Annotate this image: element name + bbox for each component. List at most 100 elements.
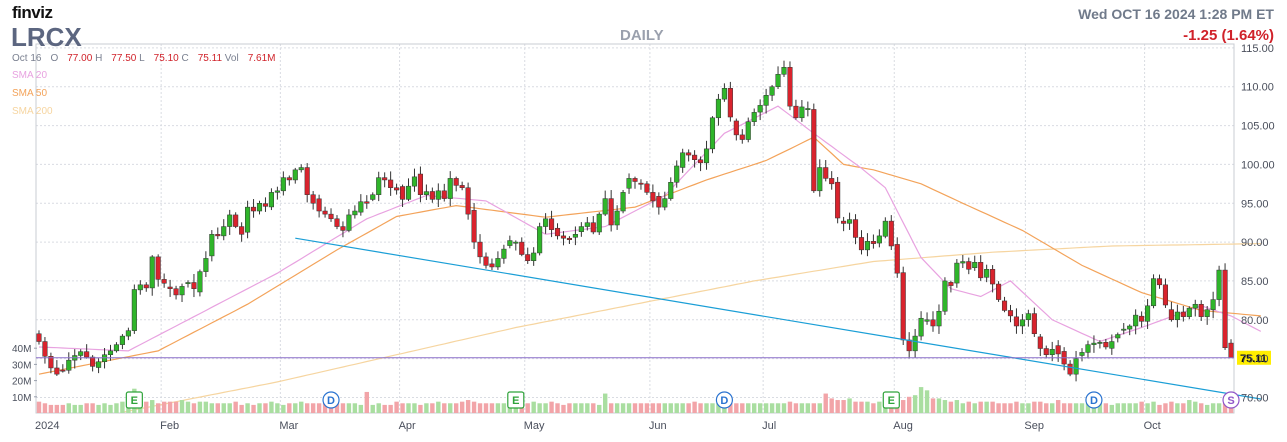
- volume-bar: [299, 401, 304, 413]
- candle-down: [84, 351, 90, 358]
- candle-up: [1079, 352, 1085, 356]
- candle-down: [1037, 336, 1043, 349]
- volume-bar: [501, 403, 507, 413]
- candle-down: [1180, 311, 1186, 317]
- volume-bar: [799, 403, 805, 413]
- volume-bar: [84, 403, 89, 413]
- volume-bar: [418, 404, 423, 413]
- candle-up: [131, 289, 137, 331]
- candle-up: [179, 286, 185, 296]
- volume-bar: [1115, 403, 1120, 413]
- candle-up: [1085, 344, 1091, 353]
- candle-down: [310, 194, 316, 204]
- candle-up: [918, 317, 924, 337]
- event-marker-label: E: [888, 395, 895, 407]
- volume-bar: [990, 401, 995, 413]
- volume-bar: [978, 401, 983, 413]
- candle-up: [1097, 342, 1103, 344]
- candle-down: [811, 109, 817, 192]
- candle-down: [143, 284, 149, 289]
- candle-down: [906, 339, 912, 352]
- volume-bar: [608, 403, 614, 413]
- candle-down: [304, 167, 310, 195]
- finviz-logo[interactable]: finviz: [12, 3, 53, 22]
- volume-bar: [704, 403, 709, 413]
- candle-down: [686, 152, 692, 156]
- candle-up: [596, 213, 602, 233]
- volume-bar: [1133, 403, 1138, 413]
- volume-bar: [394, 401, 399, 413]
- candle-down: [996, 283, 1002, 300]
- candle-down: [739, 134, 745, 140]
- candle-down: [852, 219, 859, 238]
- candle-down: [394, 187, 400, 191]
- volume-bar: [275, 403, 280, 413]
- sma20-line: [38, 105, 1262, 352]
- volume-bar: [36, 401, 42, 413]
- volume-bar: [948, 401, 954, 413]
- x-tick-label: 2024: [35, 420, 59, 432]
- volume-bar: [1109, 404, 1115, 413]
- candle-down: [560, 235, 567, 239]
- candle-up: [584, 222, 590, 227]
- volume-bar: [930, 398, 936, 413]
- candle-up: [1204, 309, 1210, 317]
- volume-bar: [245, 403, 250, 413]
- candle-down: [1103, 342, 1109, 348]
- last-price-label: 75.11: [1240, 353, 1267, 365]
- candle-down: [250, 206, 257, 212]
- chart-overlays: 75.11 E D E D E D S: [36, 237, 1271, 409]
- volume-bar: [740, 403, 745, 413]
- volume-bar: [692, 401, 697, 413]
- volume-bar: [167, 401, 173, 413]
- volume-bar: [698, 403, 703, 413]
- volume-bar: [746, 403, 751, 413]
- candle-up: [1109, 341, 1115, 349]
- candle-up: [1019, 319, 1025, 327]
- candle-down: [191, 282, 197, 289]
- candle-up: [1115, 334, 1121, 339]
- x-tick-label: Oct: [1144, 420, 1161, 432]
- volume-tick-label: 40M: [12, 344, 31, 355]
- volume-tick-label: 30M: [12, 360, 31, 371]
- volume-bar: [763, 403, 769, 413]
- volume-bar: [597, 404, 602, 413]
- volume-bar: [1193, 401, 1198, 413]
- volume-bar: [781, 403, 787, 413]
- volume-bar: [114, 403, 119, 413]
- candle-up: [751, 112, 757, 122]
- candle-up: [185, 282, 191, 284]
- candle-up: [107, 350, 114, 355]
- volume-bar: [495, 403, 501, 413]
- volume-bar: [757, 403, 763, 413]
- candle-up: [781, 67, 787, 75]
- y-tick-label: 110.00: [1241, 82, 1274, 94]
- candle-up: [268, 192, 274, 208]
- candle-down: [477, 241, 483, 258]
- y-tick-label: 80.00: [1241, 315, 1269, 327]
- volume-bar: [334, 403, 340, 413]
- candle-up: [960, 261, 966, 264]
- x-tick-label: Sep: [1024, 420, 1044, 432]
- y-tick-label: 70.00: [1241, 392, 1269, 404]
- volume-bar: [489, 403, 495, 413]
- volume-bar: [382, 404, 387, 413]
- y-tick-label: 115.00: [1241, 43, 1274, 55]
- volume-bar: [984, 401, 989, 413]
- candle-down: [483, 256, 489, 266]
- candle-up: [405, 185, 412, 200]
- candle-down: [525, 254, 531, 261]
- volume-bar: [573, 403, 578, 413]
- candle-up: [280, 177, 286, 192]
- volume-bar: [936, 398, 942, 413]
- ohlc-readout: Oct 16 O 77.00 H 77.50 L 75.10 C 75.11 Vol 7.6…: [12, 53, 276, 64]
- candle-down: [650, 192, 656, 202]
- candle-down: [519, 241, 525, 255]
- volume-bar: [1055, 400, 1061, 413]
- volume-bar: [972, 403, 977, 413]
- volume-bar: [72, 404, 77, 413]
- candle-down: [590, 222, 596, 233]
- event-marker-label: D: [1090, 395, 1098, 407]
- volume-bar: [1002, 403, 1007, 413]
